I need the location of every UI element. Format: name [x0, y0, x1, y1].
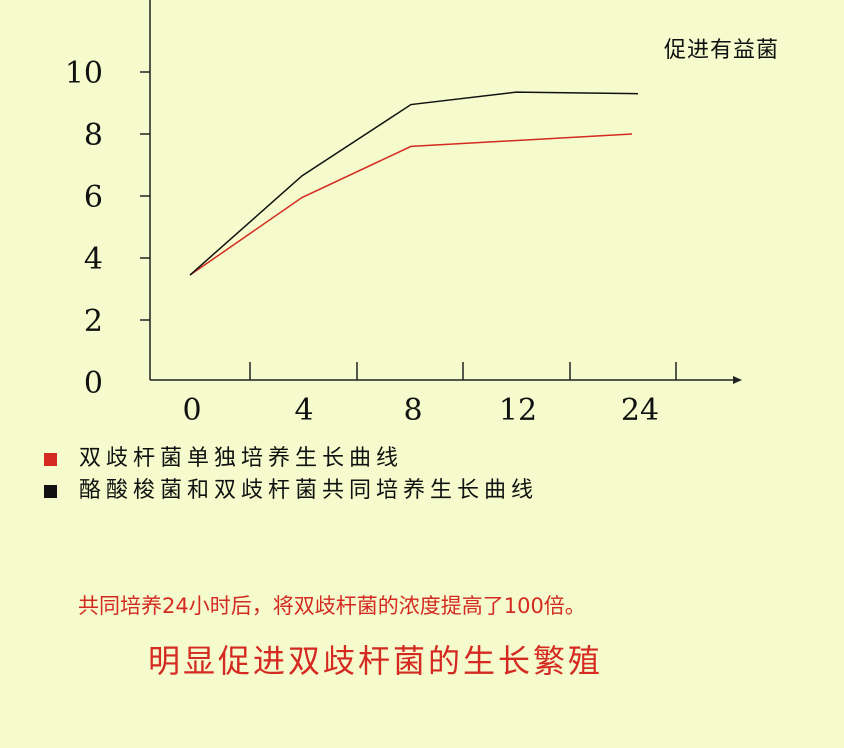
series-line-1 — [189, 91, 639, 276]
legend-label: 双歧杆菌单独培养生长曲线 — [79, 446, 404, 471]
y-tick-label: 10 — [65, 56, 103, 91]
y-tick-label: 0 — [84, 366, 103, 401]
series-line-0 — [189, 133, 633, 276]
y-tick-label: 8 — [84, 118, 103, 153]
x-tick-label: 8 — [403, 393, 422, 428]
x-tick-label: 12 — [499, 393, 537, 428]
chart-title: 促进有益菌 — [664, 38, 780, 63]
x-tick-label: 24 — [621, 393, 659, 428]
x-axis-arrow — [733, 376, 742, 384]
legend-swatch-red — [44, 452, 57, 466]
x-tick-label: 4 — [294, 393, 313, 428]
conclusion-text: 明显促进双歧杆菌的生长繁殖 — [148, 642, 604, 680]
legend-item-red: 双歧杆菌单独培养生长曲线 — [44, 440, 403, 472]
legend-swatch-black — [44, 484, 57, 498]
y-tick-label: 6 — [84, 180, 103, 215]
note-text: 共同培养24小时后，将双歧杆菌的浓度提高了100倍。 — [78, 594, 586, 618]
x-tick-label: 0 — [182, 393, 201, 428]
legend-label: 酪酸梭菌和双歧杆菌共同培养生长曲线 — [79, 478, 539, 503]
y-tick-label: 4 — [84, 242, 103, 277]
y-tick-label: 2 — [84, 304, 103, 339]
legend-item-black: 酪酸梭菌和双歧杆菌共同培养生长曲线 — [44, 472, 538, 504]
